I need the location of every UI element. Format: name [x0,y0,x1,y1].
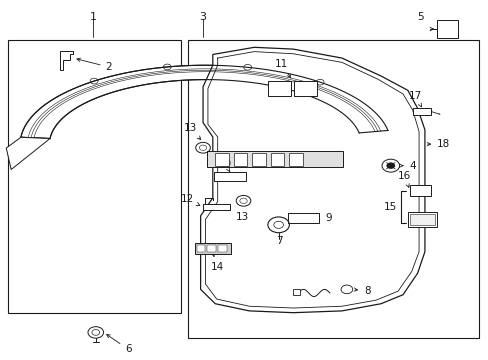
Text: 5: 5 [416,12,423,22]
Bar [288,213,318,223]
Polygon shape [21,65,387,139]
Bar [436,20,457,39]
Bar [267,81,291,96]
Text: 4: 4 [399,161,415,171]
Text: 10: 10 [218,159,231,172]
Text: 16: 16 [397,171,410,187]
Polygon shape [60,51,73,69]
Text: 11: 11 [274,59,290,77]
Bar [194,243,231,253]
Circle shape [386,162,394,169]
Bar [252,153,265,166]
Text: 3: 3 [199,12,206,22]
Text: 17: 17 [407,91,421,107]
Bar [206,151,343,167]
Text: 15: 15 [384,202,397,212]
Text: 2: 2 [77,58,112,72]
Text: 14: 14 [211,252,224,273]
Polygon shape [200,47,424,313]
Bar [218,245,226,252]
Bar [188,40,478,338]
Bar [8,40,181,313]
Bar [214,172,245,181]
Bar [409,185,430,196]
Bar [207,245,216,252]
Text: ·: · [436,111,439,120]
Bar [293,81,317,96]
Bar [196,245,205,252]
Text: 13: 13 [235,212,249,221]
Bar [270,153,284,166]
Bar [215,153,228,166]
Polygon shape [6,137,50,170]
Bar [293,289,300,296]
Bar [233,153,247,166]
Text: 18: 18 [427,139,449,149]
Bar [409,214,434,225]
Text: 9: 9 [314,213,331,223]
Text: 8: 8 [353,286,370,296]
Text: 7: 7 [276,236,283,246]
Bar [203,204,229,211]
Text: 13: 13 [184,123,200,140]
Bar [412,108,430,116]
Bar [289,153,303,166]
Bar [407,212,436,226]
Text: 1: 1 [90,12,97,22]
Text: 12: 12 [180,194,200,206]
Text: 6: 6 [106,334,131,354]
